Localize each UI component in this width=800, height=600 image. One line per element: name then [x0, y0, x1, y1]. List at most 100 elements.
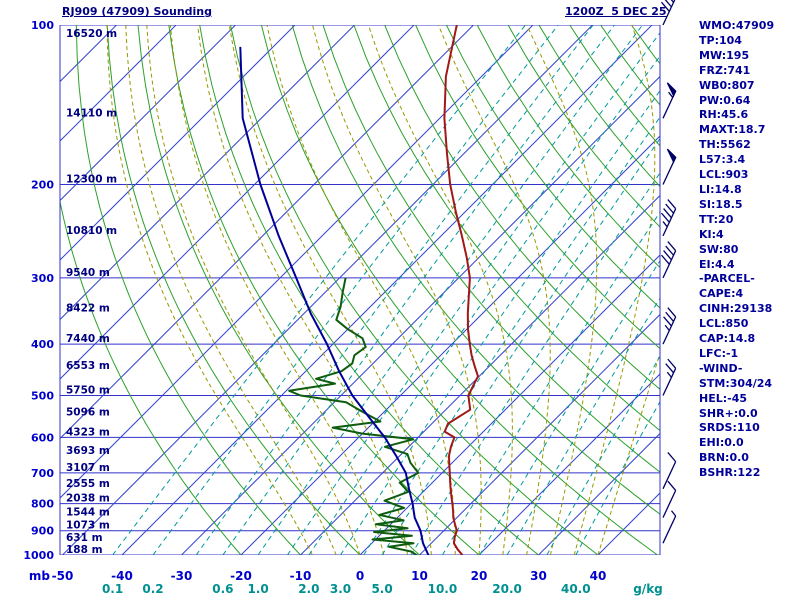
mixing-ratio-line [257, 25, 643, 555]
dry-adiabat-line [384, 25, 660, 391]
stat-line: CINH:29138 [699, 302, 773, 316]
stat-line: CAP:14.8 [699, 332, 756, 346]
stat-line: MAXT:18.7 [699, 123, 766, 137]
mixing-ratio-tick-label: 5.0 [371, 582, 392, 596]
isotherm-line [60, 25, 474, 440]
stat-line: EI:4.4 [699, 257, 735, 271]
isotherm-line [300, 194, 660, 555]
dry-adiabat-line [415, 25, 660, 350]
temp-tick-label: -20 [230, 569, 252, 583]
temp-tick-label: 10 [411, 569, 428, 583]
moist-adiabat-line [106, 25, 313, 555]
stat-line: TT:20 [699, 212, 734, 226]
mixing-ratio-line [308, 55, 660, 555]
isotherm-line [419, 313, 660, 555]
wind-barb [662, 480, 677, 518]
moist-adiabat-line [169, 25, 385, 555]
temp-tick-label: 30 [530, 569, 547, 583]
dry-adiabat-line [60, 198, 242, 555]
mixing-ratio-line [286, 31, 660, 555]
mixing-ratio-line [340, 89, 660, 555]
mixing-ratio-line [575, 400, 660, 555]
stat-line: L57:3.4 [699, 153, 746, 167]
height-label: 12300 m [66, 174, 117, 186]
height-label: 2038 m [66, 493, 110, 505]
stat-line: SI:18.5 [699, 197, 743, 211]
isotherm-line [62, 25, 593, 555]
temp-tick-label: -30 [171, 569, 193, 583]
moist-adiabat-line [437, 25, 551, 555]
sounding-datetime: 1200Z 5 DEC 25 [565, 5, 667, 18]
dry-adiabat-line [476, 25, 660, 269]
mixing-ratio-tick-label: 1.0 [247, 582, 268, 596]
stats-panel: WMO:47909 TP:104 MW:195 FRZ:741 WB0:807 PW:0.… [699, 19, 774, 481]
mixing-ratio-tick-label: 0.1 [102, 582, 123, 596]
stat-line: EHI:0.0 [699, 436, 744, 450]
temp-tick-label: 0 [356, 569, 364, 583]
stat-line: BSHR:122 [699, 466, 761, 480]
wind-barb [662, 510, 677, 544]
height-label: 5096 m [66, 406, 110, 418]
moist-adiabat-line [125, 25, 337, 555]
isotherm-line [359, 254, 660, 555]
stat-line: CAPE:4 [699, 287, 744, 301]
height-label: 8422 m [66, 302, 110, 314]
isotherm-line [60, 25, 355, 321]
isotherm-line [60, 25, 117, 83]
wind-barb-column [660, 0, 677, 544]
stat-line: WB0:807 [699, 78, 755, 92]
moist-adiabat-line [597, 351, 660, 555]
isotherm-line [60, 25, 415, 380]
stat-line: TH:5562 [699, 138, 751, 152]
stat-line: HEL:-45 [699, 391, 748, 405]
dry-adiabat-line [230, 25, 599, 555]
height-label: 6553 m [66, 360, 110, 372]
temp-tick-label: -50 [52, 569, 74, 583]
height-label: 631 m [66, 532, 103, 544]
moist-adiabat-line [312, 25, 482, 555]
pressure-tick-label: 600 [31, 431, 54, 444]
height-label: 9540 m [66, 267, 110, 279]
pressure-unit-label: mb [29, 569, 51, 583]
stat-line: SRDS:110 [699, 421, 760, 435]
pressure-tick-label: 1000 [23, 549, 54, 562]
mixing-ratio-tick-label: 0.2 [142, 582, 163, 596]
temp-tick-label: 40 [590, 569, 607, 583]
mixing-ratio-tick-label: 0.6 [212, 582, 233, 596]
height-label: 3693 m [66, 445, 110, 457]
stat-line: SW:80 [699, 242, 739, 256]
stat-line: FRZ:741 [699, 63, 751, 77]
moist-adiabat-line [197, 25, 409, 555]
height-label: 4323 m [66, 426, 110, 438]
pressure-tick-label: 100 [31, 19, 54, 32]
sounding-traces [239, 25, 479, 555]
height-label: 7440 m [66, 333, 110, 345]
height-label: 10810 m [66, 225, 117, 237]
mixing-ratio-tick-label: 3.0 [330, 582, 351, 596]
stat-line: LFC:-1 [699, 346, 739, 360]
mixing-ratio-line [546, 355, 660, 555]
dry-adiabat-line [353, 25, 660, 432]
stat-line: -PARCEL- [699, 272, 755, 286]
height-label: 1073 m [66, 520, 110, 532]
stat-line: -WIND- [699, 361, 743, 375]
wind-barb [660, 241, 677, 279]
isotherm-line [60, 25, 177, 142]
stat-line: LCL:850 [699, 317, 749, 331]
dry-adiabat-line [168, 25, 480, 555]
background-grid [60, 25, 660, 555]
mixing-ratio-tick-label: 2.0 [298, 582, 319, 596]
moist-adiabat-line [367, 25, 513, 555]
pressure-tick-label: 900 [31, 525, 54, 538]
mixing-ratio-line [363, 116, 660, 555]
wind-barb [662, 452, 677, 490]
wind-barb [662, 358, 677, 396]
moist-adiabat-line [146, 25, 361, 555]
pressure-tick-label: 400 [31, 338, 54, 351]
height-label: 1544 m [66, 507, 110, 519]
temperature-trace [443, 25, 479, 555]
height-label: 16520 m [66, 28, 117, 40]
